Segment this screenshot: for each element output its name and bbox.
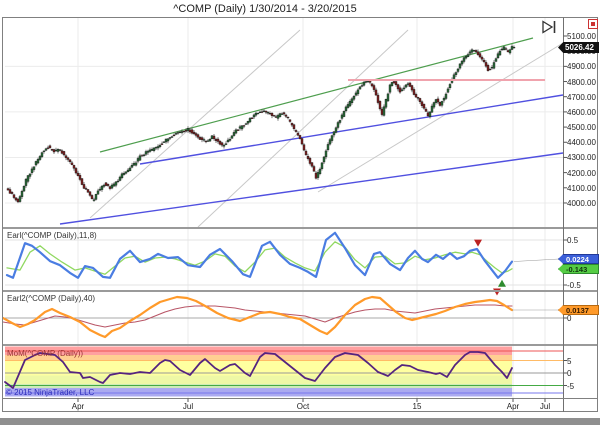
chart-title: ^COMP (Daily) 1/30/2014 - 3/20/2015 (173, 3, 357, 15)
time-tick-label: Oct (296, 402, 310, 411)
price-tick-label: 4200.00 (567, 169, 596, 178)
price-tick-label: 4100.00 (567, 184, 596, 193)
price-tick-label: 4600.00 (567, 108, 596, 117)
panel-splitter[interactable] (0, 342, 600, 348)
window-bottom-edge (0, 418, 600, 425)
price-tick-label: 4700.00 (567, 93, 596, 102)
last-price-box: 5026.42 (558, 42, 599, 53)
price-tick-label: 4400.00 (567, 138, 596, 147)
earl-tick-label: -0.5 (567, 281, 581, 290)
time-tick-label: Jul (539, 402, 551, 411)
price-tick-label: 4500.00 (567, 123, 596, 132)
time-axis[interactable] (2, 398, 563, 412)
earl-blue-value-box: 0.0224 (558, 254, 599, 264)
price-tick-label: 4900.00 (567, 62, 596, 71)
earl2-indicator-label: Earl2(^COMP (Daily),40) (7, 294, 96, 303)
time-tick-label: Apr (506, 402, 520, 411)
panel-splitter[interactable] (0, 225, 600, 231)
go-to-end-button[interactable] (540, 19, 560, 35)
copyright-notice: © 2015 NinjaTrader, LLC (6, 388, 95, 397)
price-axis[interactable] (563, 18, 598, 398)
panel-properties-icon[interactable] (588, 19, 598, 29)
mom-tick-label: -5 (567, 382, 575, 391)
earl-green-value-box: -0.143 (558, 264, 599, 274)
panel-splitter[interactable] (0, 288, 600, 294)
price-tick-label: 5100.00 (567, 32, 596, 41)
mom-tick-label: 5 (567, 357, 572, 366)
price-tick-label: 4800.00 (567, 78, 596, 87)
earl2-tick-label: 0 (567, 314, 572, 323)
time-tick-label: Jul (182, 402, 194, 411)
price-tick-label: 4300.00 (567, 153, 596, 162)
price-tick-label: 4000.00 (567, 199, 596, 208)
earl-indicator-label: Earl(^COMP (Daily),11,8) (7, 231, 97, 240)
earl-tick-label: 0.5 (567, 236, 579, 245)
play-to-end-icon (540, 20, 560, 38)
properties-dot-icon (591, 22, 595, 26)
time-tick-label: Apr (71, 402, 85, 411)
earl2-value-box: 0.0137 (558, 305, 599, 315)
time-tick-label: 15 (412, 402, 422, 411)
mom-tick-label: 0 (567, 369, 572, 378)
mom-indicator-label: MoM(^COMP (Daily)) (7, 349, 84, 358)
